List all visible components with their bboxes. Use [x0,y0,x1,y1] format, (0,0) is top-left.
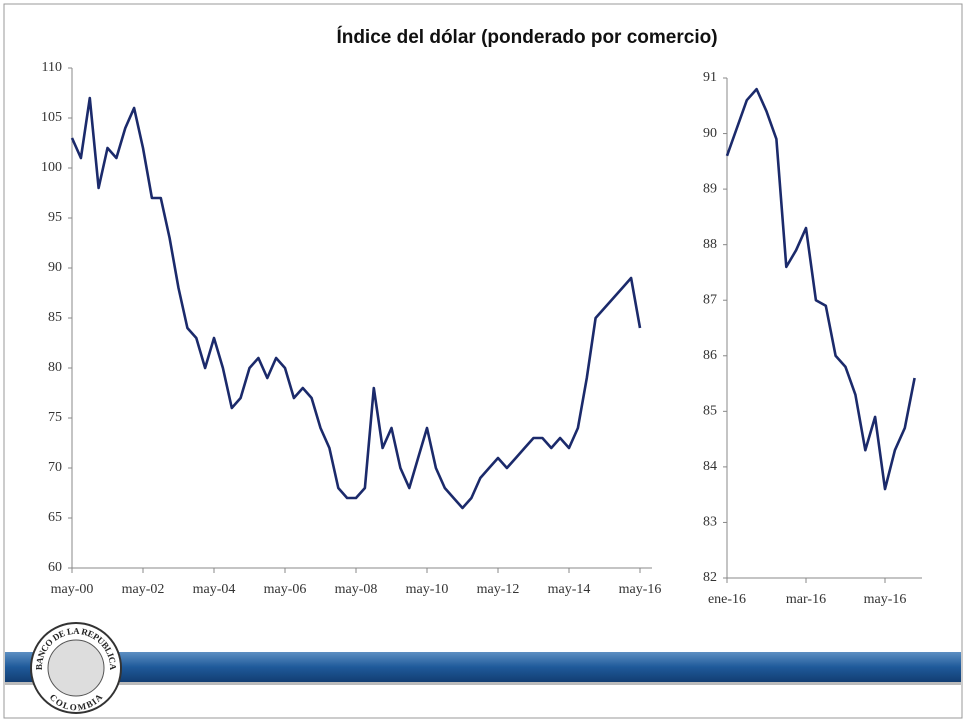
footer-band [5,652,961,682]
y-tick-label: 80 [48,360,62,375]
slide-border [3,3,963,719]
y-tick-label: 70 [48,460,62,475]
x-tick-label: may-14 [548,582,591,597]
x-tick-label: mar-16 [786,592,826,607]
x-tick-label: may-16 [619,582,662,597]
x-tick-label: may-04 [193,582,236,597]
y-tick-label: 60 [48,560,62,575]
y-tick-label: 91 [703,70,717,85]
y-tick-label: 85 [48,310,62,325]
logo-center [47,639,105,697]
y-tick-label: 105 [41,110,62,125]
logo: BANCO DE LA REPUBLICA COLOMBIA [30,622,122,714]
y-tick-label: 84 [703,459,717,474]
y-tick-label: 75 [48,410,62,425]
x-tick-label: may-08 [335,582,378,597]
y-tick-label: 82 [703,570,717,585]
line-series [70,96,642,510]
x-tick-label: ene-16 [708,592,746,607]
x-tick-label: may-00 [51,582,94,597]
y-tick-label: 95 [48,210,62,225]
y-tick-label: 87 [703,292,717,307]
x-tick-label: may-10 [406,582,449,597]
footer-shadow [5,682,961,685]
y-tick-label: 100 [41,160,62,175]
chart-title: Índice del dólar (ponderado por comercio… [336,26,717,48]
x-tick-label: may-02 [122,582,165,597]
y-tick-label: 89 [703,181,717,196]
y-tick-label: 85 [703,404,717,419]
y-tick-label: 88 [703,237,717,252]
x-tick-label: may-06 [264,582,307,597]
y-tick-label: 86 [703,348,717,363]
y-tick-label: 83 [703,515,717,530]
y-tick-label: 65 [48,510,62,525]
line-series [725,87,916,491]
y-tick-label: 90 [48,260,62,275]
x-tick-label: may-16 [864,592,907,607]
y-tick-label: 90 [703,126,717,141]
x-tick-label: may-12 [477,582,520,597]
y-tick-label: 110 [42,60,62,75]
